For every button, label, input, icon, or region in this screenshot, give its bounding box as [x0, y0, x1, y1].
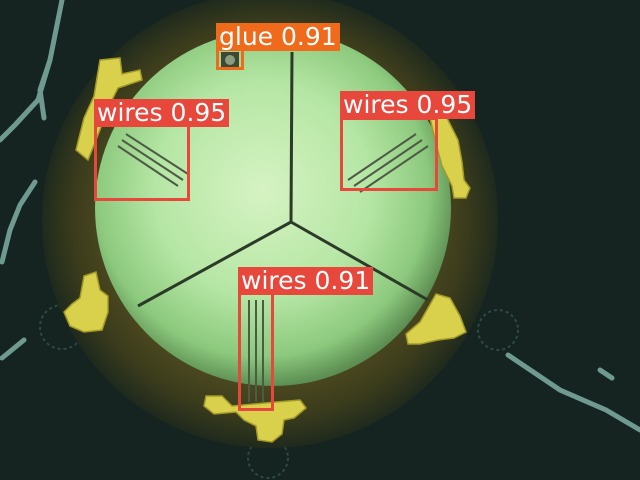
pad-ring	[477, 309, 519, 351]
pad-ring	[247, 437, 289, 479]
detection-label-glue: glue 0.91	[216, 23, 340, 51]
detection-box-wires-bottom	[238, 292, 274, 411]
gold-bond-pads	[63, 57, 471, 443]
wire-bonds-left	[117, 133, 189, 187]
sensor-divider-lines	[137, 51, 429, 308]
detection-label-wires-left: wires 0.95	[94, 99, 230, 127]
wire-bonds-bottom	[248, 300, 264, 402]
detection-label-wires-bottom: wires 0.91	[238, 267, 374, 295]
glue-spot	[221, 52, 239, 68]
detection-box-wires-left	[94, 124, 190, 201]
wire-bonds-right	[347, 133, 429, 193]
detection-label-wires-right: wires 0.95	[340, 91, 476, 119]
detection-box-glue	[216, 48, 244, 70]
substrate-traces	[0, 0, 640, 433]
detection-box-wires-right	[340, 117, 438, 191]
